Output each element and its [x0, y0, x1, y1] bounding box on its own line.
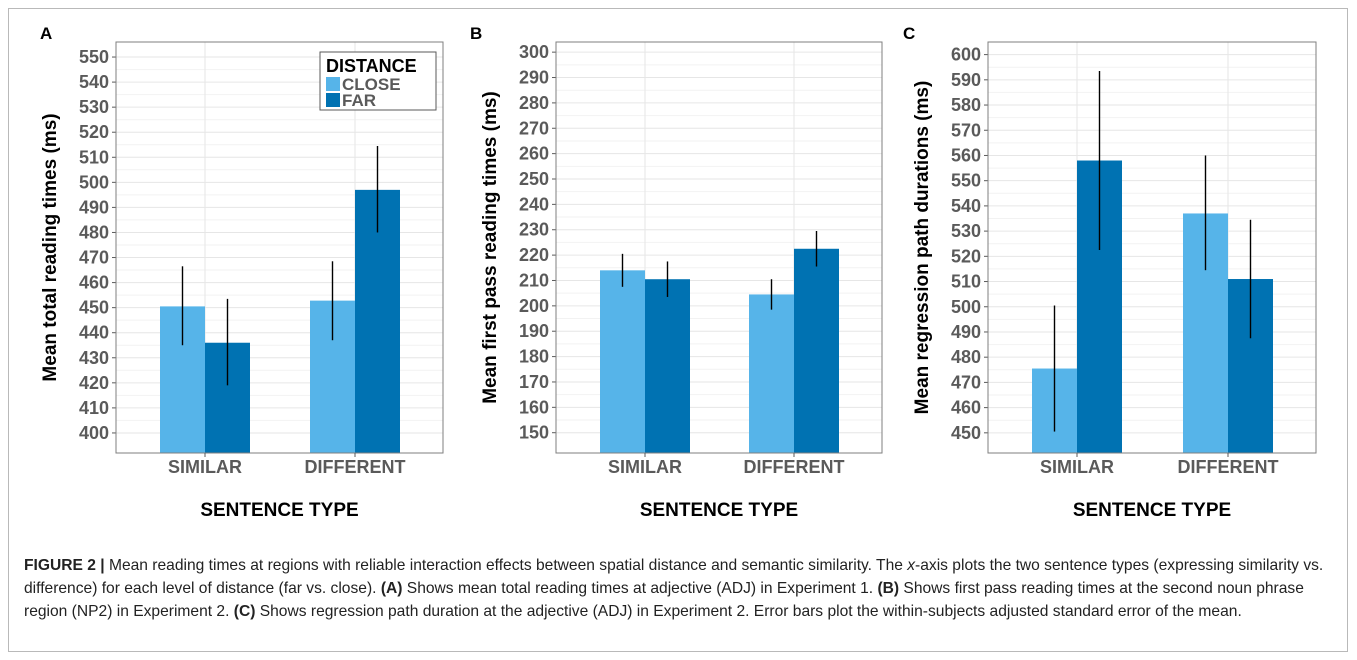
legend-swatch-far	[326, 93, 340, 107]
figure-frame	[8, 8, 1348, 652]
panel-a-y-tick-label: 420	[79, 373, 109, 393]
caption-panel-a-text: Shows mean total reading times at adject…	[402, 580, 878, 597]
caption-x-italic: x	[907, 557, 916, 574]
panel-c-y-tick-label: 490	[951, 322, 981, 342]
panel-b-letter: B	[470, 24, 482, 43]
panel-a-y-tick-label: 400	[79, 423, 109, 443]
panel-c-y-tick-label: 530	[951, 221, 981, 241]
caption-figure-label: FIGURE 2 |	[24, 557, 105, 574]
panel-a-plot-border	[115, 41, 444, 454]
panel-a-y-tick-label: 520	[79, 122, 109, 142]
panel-a-y-tick-label: 480	[79, 222, 109, 242]
panel-b-y-tick-label: 260	[519, 144, 549, 164]
caption-panel-b-text: Shows first pass reading times at the se…	[24, 580, 1304, 620]
panel-a-y-axis-title: Mean total reading times (ms)	[40, 113, 61, 381]
legend-title: DISTANCE	[326, 56, 417, 76]
panel-b-bar-far-similar	[645, 279, 690, 453]
panel-c-plot-border	[987, 41, 1317, 454]
panel-a-y-tick-label: 510	[79, 147, 109, 167]
panel-b-bar-far-different	[794, 248, 839, 453]
panel-b-y-tick-label: 170	[519, 372, 549, 392]
panel-a-y-tick-label: 440	[79, 323, 109, 343]
panel-c-y-tick-label: 510	[951, 272, 981, 292]
panel-c-y-tick-label: 460	[951, 398, 981, 418]
panel-c-y-tick-label: 580	[951, 95, 981, 115]
panel-a-y-tick-label: 430	[79, 348, 109, 368]
legend-label-close: CLOSE	[342, 75, 401, 94]
panel-b-y-tick-label: 240	[519, 194, 549, 214]
figure-charts: 400 410 420 430 440 450 460 470 480 490 500 510 520 5…	[40, 24, 1317, 521]
panel-b-y-tick-label: 200	[519, 296, 549, 316]
panel-a-letter: A	[40, 24, 52, 43]
panel-b-y-tick-label: 230	[519, 220, 549, 240]
panel-b-y-tick-label: 270	[519, 118, 549, 138]
panel-c-y-tick-label: 470	[951, 372, 981, 392]
figure-caption: FIGURE 2 | Mean reading times at regions…	[24, 554, 1334, 623]
panel-b-y-tick-label: 150	[519, 423, 549, 443]
panel-c-y-tick-label: 540	[951, 196, 981, 216]
panel-a-y-tick-label: 540	[79, 72, 109, 92]
caption-panel-c-label: (C)	[233, 603, 256, 620]
panel-c-x-axis-title: SENTENCE TYPE	[1073, 500, 1231, 521]
panel-a-x-axis-title: SENTENCE TYPE	[200, 500, 358, 521]
panel-b-y-tick-label: 180	[519, 347, 549, 367]
panel-a-y-tick-label: 500	[79, 172, 109, 192]
panel-b-y-tick-label: 300	[519, 42, 549, 62]
legend-swatch-close	[326, 77, 340, 91]
panel-a-y-tick-label: 490	[79, 197, 109, 217]
panel-b-x-tick-label: SIMILAR	[608, 457, 682, 477]
caption-panel-b-label: (B)	[877, 580, 900, 597]
panel-c-y-tick-label: 600	[951, 45, 981, 65]
panel-b-y-tick-label: 220	[519, 245, 549, 265]
panel-c-y-tick-label: 520	[951, 246, 981, 266]
caption-text-2: -axis plots the two sentence types (expr…	[24, 557, 1324, 597]
panel-a-y-tick-label: 530	[79, 97, 109, 117]
panel-c-letter: C	[903, 24, 915, 43]
panel-c-x-tick-label: DIFFERENT	[1178, 457, 1279, 477]
panel-b-y-tick-label: 290	[519, 68, 549, 88]
panel-c-y-tick-label: 450	[951, 423, 981, 443]
panel-a-y-tick-label: 550	[79, 47, 109, 67]
panel-b-y-tick-label: 190	[519, 321, 549, 341]
panel-b-y-tick-label: 210	[519, 270, 549, 290]
panel-b-plot-border	[555, 41, 883, 454]
panel-c-x-tick-label: SIMILAR	[1040, 457, 1114, 477]
panel-a-y-tick-label: 460	[79, 273, 109, 293]
panel-b-y-axis-title: Mean first pass reading times (ms)	[480, 91, 501, 404]
panel-a-y-tick-label: 470	[79, 248, 109, 268]
panel-b-bar-close-similar	[600, 270, 645, 453]
panel-a-y-tick-label: 450	[79, 298, 109, 318]
panel-b-x-tick-label: DIFFERENT	[744, 457, 845, 477]
panel-b-y-tick-label: 280	[519, 93, 549, 113]
panel-b-y-tick-label: 250	[519, 169, 549, 189]
panel-a-x-tick-label: SIMILAR	[168, 457, 242, 477]
panel-c-y-tick-label: 590	[951, 70, 981, 90]
caption-panel-a-label: (A)	[380, 580, 403, 597]
legend-label-far: FAR	[342, 91, 376, 110]
panel-b-x-axis-title: SENTENCE TYPE	[640, 500, 798, 521]
panel-c-y-tick-label: 550	[951, 171, 981, 191]
panel-b-y-tick-label: 160	[519, 397, 549, 417]
panel-a-y-tick-label: 410	[79, 398, 109, 418]
panel-c-y-axis-title: Mean regression path durations (ms)	[912, 81, 933, 415]
panel-a-bar-far-different	[355, 189, 400, 454]
panel-b-bar-close-different	[749, 294, 794, 453]
panel-c-y-tick-label: 480	[951, 347, 981, 367]
panel-c-y-tick-label: 570	[951, 120, 981, 140]
caption-panel-c-text: Shows regression path duration at the ad…	[255, 603, 1242, 620]
panel-c-y-tick-label: 500	[951, 297, 981, 317]
panel-a-x-tick-label: DIFFERENT	[305, 457, 406, 477]
caption-text-1: Mean reading times at regions with relia…	[104, 557, 908, 574]
panel-c-y-tick-label: 560	[951, 145, 981, 165]
